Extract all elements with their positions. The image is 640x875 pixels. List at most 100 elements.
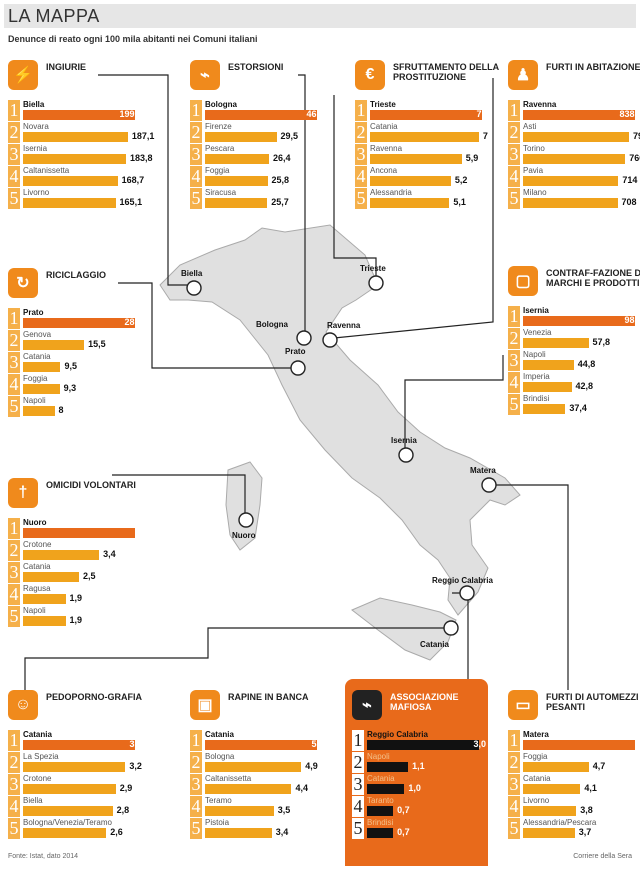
table-row: 3 Crotone 2,9	[8, 774, 158, 796]
table-row: 5 Brindisi 0,7	[352, 818, 502, 840]
table-row: 3 Pescara 26,4	[190, 144, 340, 166]
bar	[205, 806, 274, 816]
city-label: Alessandria	[370, 188, 412, 197]
table-row: 4 Foggia 9,3	[8, 374, 158, 396]
value-label: 1,0	[408, 783, 421, 793]
city-label: Brindisi	[523, 394, 550, 403]
bar	[23, 406, 55, 416]
map-label-catania: Catania	[420, 640, 449, 649]
panel-rapine: ▣ RAPINE IN BANCA 1 Catania 5,7 2 Bologna 4,9 3 C…	[190, 690, 340, 840]
city-label: Pavia	[523, 166, 544, 175]
rank-number: 4	[508, 372, 520, 393]
rank-number: 1	[355, 100, 367, 121]
table-row: 2 Venezia 57,8	[508, 328, 640, 350]
value-label: 1,9	[69, 615, 83, 625]
table-row: 5 Napoli 8	[8, 396, 158, 418]
bar	[523, 784, 581, 794]
marker-biella	[186, 280, 202, 296]
panel-pedopornografia: ☺ PEDOPORNO-GRAFIA 1 Catania 3,5 2 La Spezia 3,…	[8, 690, 158, 840]
value-label: 8	[58, 405, 64, 415]
value-label: 3,7	[578, 827, 592, 837]
table-row: 5 Bologna/Venezia/Teramo 2,6	[8, 818, 158, 840]
table-row: 4 Ragusa 1,9	[8, 584, 158, 606]
city-label: Bologna	[205, 100, 237, 109]
value-label: 2,9	[119, 783, 133, 793]
table-row: 1 Biella 199,8	[8, 100, 158, 122]
bar	[370, 154, 462, 164]
table-row: 1 Nuoro 5	[8, 518, 158, 540]
rank-number: 4	[190, 796, 202, 817]
source-note: Fonte: Istat, dato 2014	[8, 853, 79, 860]
rank-number: 2	[508, 122, 520, 143]
value-label: 5,7	[311, 739, 324, 749]
rank-number: 2	[508, 752, 520, 773]
line-biella	[98, 74, 188, 286]
value-label: 2,5	[83, 571, 96, 581]
city-label: Asti	[523, 122, 537, 131]
panel-title: RICICLAGGIO	[46, 270, 106, 280]
burglar-icon: ♟	[508, 60, 538, 90]
rank-number: 1	[8, 308, 20, 329]
bar	[23, 176, 118, 186]
value-label: 42,8	[575, 381, 594, 391]
value-label: 46,2	[306, 109, 324, 119]
value-label: 7	[482, 131, 488, 141]
rank-number: 3	[8, 774, 20, 795]
panel-estorsioni: ⌁ ESTORSIONI 1 Bologna 46,2 2 Firenze 29,5 3 Pesc…	[190, 60, 340, 210]
value-label: 4,1	[584, 783, 597, 793]
rank-number: 2	[352, 752, 364, 773]
rank-number: 4	[190, 166, 202, 187]
value-label: 165,1	[119, 197, 143, 207]
bar	[23, 594, 66, 604]
panel-mafia: ⌁ ASSOCIAZIONE MAFIOSA 1 Reggio Calabria 3,0…	[352, 690, 502, 840]
rank-number: 2	[190, 752, 202, 773]
rank-number: 3	[8, 144, 20, 165]
city-label: Milano	[523, 188, 547, 197]
bar	[23, 318, 135, 328]
value-label: 44,8	[577, 359, 596, 369]
table-row: 2 Catania 7	[355, 122, 505, 144]
city-label: Foggia	[205, 166, 230, 175]
value-label: 838,7	[619, 109, 640, 119]
table-row: 5 Livorno 165,1	[8, 188, 158, 210]
page-subtitle: Denunce di reato ogni 100 mila abitanti …	[8, 34, 258, 44]
rank-number: 4	[8, 796, 20, 817]
bar	[367, 828, 394, 838]
bar	[523, 316, 635, 326]
value-label: 26,4	[273, 153, 291, 163]
value-label: 199,8	[119, 109, 142, 119]
city-label: Venezia	[523, 328, 552, 337]
rank-number: 5	[8, 606, 20, 627]
marker-catania	[443, 620, 459, 636]
line-bologna	[298, 74, 306, 335]
table-row: 1 Isernia 98,8	[508, 306, 640, 328]
truck-icon: ▭	[508, 690, 538, 720]
panel-riciclaggio: ↻ RICICLAGGIO 1 Prato 28,4 2 Genova 15,5 3 Catani…	[8, 268, 158, 418]
panel-title: OMICIDI VOLONTARI	[46, 480, 136, 490]
city-label: Torino	[523, 144, 545, 153]
value-label: 9,5	[64, 361, 77, 371]
table-row: 5 Pistoia 3,4	[190, 818, 340, 840]
panel-title: FURTI IN ABITAZIONE	[546, 62, 640, 72]
city-label: Catania	[370, 122, 398, 131]
city-label: Catania	[23, 352, 51, 361]
map-label-biella: Biella	[181, 269, 203, 278]
marker-reggio	[459, 585, 475, 601]
value-label: 183,8	[130, 153, 153, 163]
city-label: Napoli	[23, 606, 46, 615]
line-trieste	[333, 95, 377, 280]
line-matera	[490, 484, 569, 690]
value-label: 0,7	[397, 805, 410, 815]
line-ravenna	[333, 78, 494, 339]
map-label-reggio: Reggio Calabria	[432, 576, 493, 585]
rank-number: 1	[8, 100, 20, 121]
table-row: 4 Biella 2,8	[8, 796, 158, 818]
city-label: Napoli	[23, 396, 46, 405]
value-label: 3,2	[129, 761, 142, 771]
bar	[367, 740, 479, 750]
money-cycle-icon: ↻	[8, 268, 38, 298]
bar	[523, 132, 630, 142]
city-label: Reggio Calabria	[367, 730, 428, 739]
